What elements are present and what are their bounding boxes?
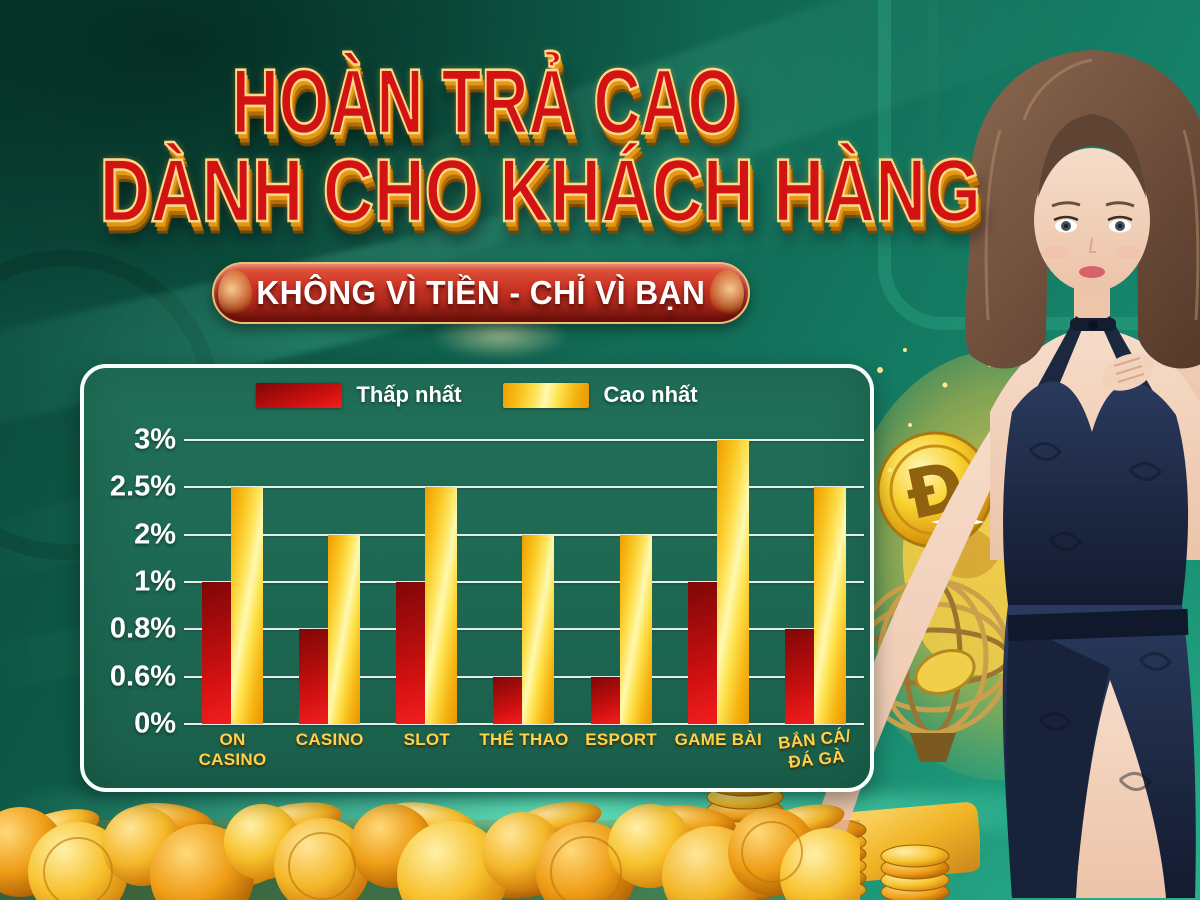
bar-group	[573, 440, 670, 724]
model-bangs	[1038, 114, 1146, 198]
bar-groups	[184, 440, 864, 724]
chart-card: Thấp nhất Cao nhất 0% 0.6% 0.8% 1% 2% 2.5% 3% …	[80, 364, 874, 792]
ribbon-end-ornament	[710, 270, 744, 318]
y-tick-label: 2.5%	[109, 470, 176, 503]
dress-sash	[1007, 608, 1189, 642]
y-tick-label: 0.8%	[109, 612, 176, 645]
x-category-label: CASINO	[295, 730, 364, 749]
gridline	[184, 439, 864, 441]
legend-item-min: Thấp nhất	[256, 382, 461, 408]
gridline	[184, 533, 864, 536]
bar-max	[328, 534, 361, 724]
y-tick-label: 1%	[134, 565, 176, 598]
blush	[1044, 246, 1068, 258]
bar-max	[716, 440, 749, 724]
y-axis-labels: 0% 0.6% 0.8% 1% 2% 2.5% 3%	[90, 424, 176, 740]
bar-min	[687, 582, 717, 724]
model-leg-slit	[1075, 680, 1166, 898]
dress-bodice	[1003, 381, 1189, 605]
model-eyes	[1051, 201, 1135, 233]
bar-max	[619, 534, 652, 724]
bar-max	[425, 487, 458, 724]
bar-group	[670, 440, 767, 724]
legend-label-min: Thấp nhất	[356, 382, 462, 407]
x-category-label: BẮN CÁ/ĐÁ GÀ	[777, 726, 852, 773]
bar-group	[767, 440, 864, 724]
ribbon-end-ornament	[218, 270, 252, 318]
bar-min	[299, 629, 329, 724]
dress-strap	[1030, 316, 1085, 402]
bar-min	[493, 676, 523, 724]
legend-label-max: Cao nhất	[603, 382, 698, 407]
finger-lines	[1113, 357, 1145, 383]
bar-group	[281, 440, 378, 724]
subtitle-text: KHÔNG VÌ TIỀN - CHỈ VÌ BẠN	[256, 274, 706, 311]
bar-min	[396, 582, 426, 724]
x-category-label: SLOT	[403, 730, 451, 749]
model-nose	[1088, 237, 1096, 253]
bar-group	[378, 440, 475, 724]
x-axis-labels: ON CASINO CASINO SLOT THỂ THAO ESPORT GAME BÀI…	[184, 726, 864, 772]
hair-highlights	[984, 58, 1200, 321]
subtitle-ribbon: KHÔNG VÌ TIỀN - CHỈ VÌ BẠN	[212, 262, 750, 324]
dress-slit-flap	[1006, 620, 1110, 898]
x-category-label: GAME BÀI	[674, 730, 762, 749]
y-tick-label: 2%	[134, 518, 176, 551]
model-hair	[965, 50, 1200, 369]
coins-front-row	[0, 804, 860, 900]
coin-stack	[880, 844, 950, 900]
cage-base	[910, 733, 956, 762]
bar-group	[475, 440, 572, 724]
choker	[1070, 318, 1116, 331]
plot-area	[184, 439, 864, 725]
bar-min	[784, 629, 814, 724]
coin-pile-decor	[0, 802, 860, 900]
x-category-label: ON CASINO	[198, 730, 267, 770]
bar-group	[184, 440, 281, 724]
bar-max	[231, 487, 264, 724]
cage-coin	[914, 649, 976, 695]
model-hand-chest	[1102, 353, 1154, 391]
lace-pattern	[1028, 442, 1172, 791]
title-block: HOÀN TRẢ CAO DÀNH CHO KHÁCH HÀNG	[15, 50, 983, 241]
chart-legend: Thấp nhất Cao nhất	[84, 382, 870, 408]
x-category-label: THỂ THAO	[479, 730, 569, 749]
page-title-line2: DÀNH CHO KHÁCH HÀNG	[99, 141, 983, 241]
x-category-label: ESPORT	[585, 730, 657, 749]
model-face	[1034, 148, 1150, 292]
y-tick-label: 0%	[134, 707, 176, 740]
bar-max	[522, 534, 555, 724]
model-lips	[1079, 266, 1105, 278]
y-tick-label: 3%	[134, 423, 176, 456]
page-title-line1: HOÀN TRẢ CAO	[231, 50, 739, 153]
legend-item-max: Cao nhất	[503, 382, 698, 408]
bar-min	[202, 582, 232, 724]
y-tick-label: 0.6%	[109, 660, 176, 693]
bar-min	[590, 676, 620, 724]
gridline	[184, 723, 864, 725]
legend-swatch-min	[256, 382, 343, 408]
bar-max	[813, 487, 846, 724]
gridline	[184, 486, 864, 489]
blush	[1116, 246, 1140, 258]
legend-swatch-max	[503, 382, 590, 408]
